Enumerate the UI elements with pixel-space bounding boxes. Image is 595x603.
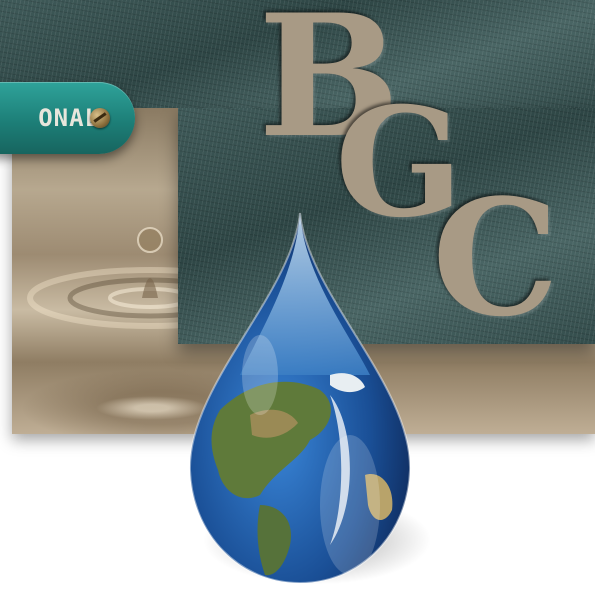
teal-tag (0, 82, 135, 154)
slate-texture-block (178, 108, 595, 344)
tag-label: ONAL (38, 104, 100, 132)
earth-water-droplet-icon (188, 212, 412, 585)
logo-letter-g: G (335, 75, 464, 251)
logo-letter-c: C (432, 164, 560, 352)
logo-letter-b: B (258, 0, 400, 175)
